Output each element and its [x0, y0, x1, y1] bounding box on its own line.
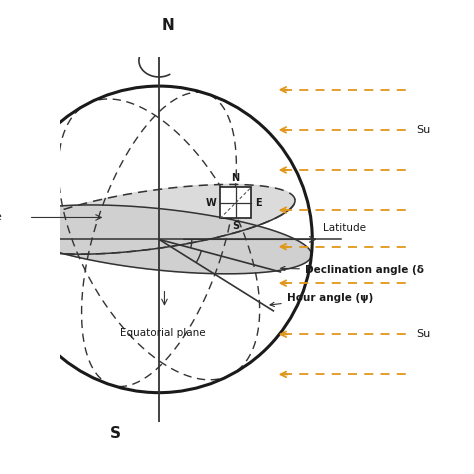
- Text: N: N: [162, 18, 174, 33]
- Text: Su: Su: [416, 329, 430, 339]
- Text: S: S: [232, 221, 239, 231]
- Text: Declination angle (δ: Declination angle (δ: [281, 265, 424, 275]
- Text: Su: Su: [416, 125, 430, 135]
- Text: Equatorial plane: Equatorial plane: [120, 328, 205, 338]
- Polygon shape: [16, 184, 295, 254]
- Text: W: W: [206, 198, 217, 208]
- Text: S: S: [109, 426, 121, 440]
- Text: Latitude: Latitude: [323, 223, 366, 233]
- Bar: [220, 187, 251, 219]
- Text: E: E: [255, 198, 262, 208]
- Text: ontal plane: ontal plane: [0, 212, 2, 222]
- Polygon shape: [7, 205, 311, 274]
- Text: Hour angle (ψ): Hour angle (ψ): [270, 293, 373, 307]
- Text: N: N: [232, 173, 240, 183]
